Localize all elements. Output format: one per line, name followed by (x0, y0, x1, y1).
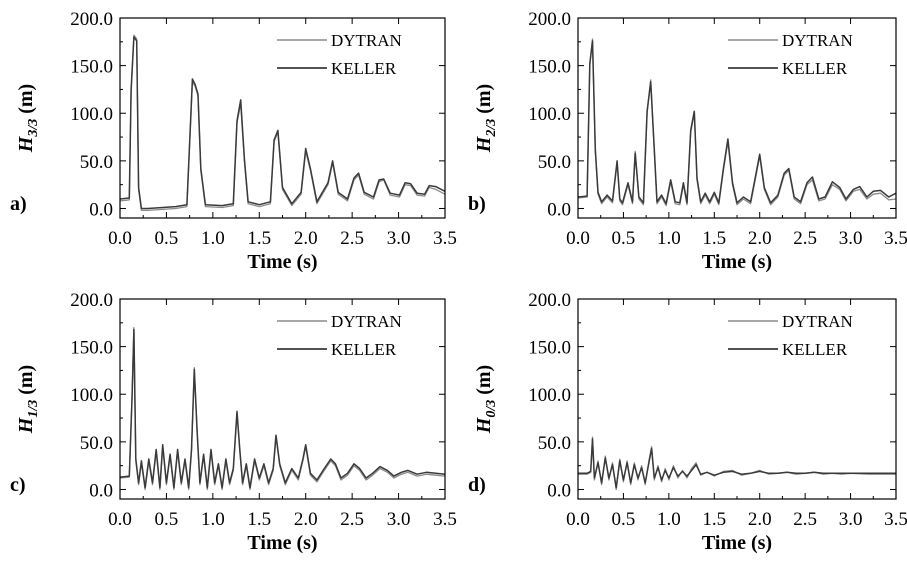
series-keller-line (578, 40, 896, 205)
y-tick-label: 200.0 (528, 290, 571, 311)
y-tick-label: 50.0 (538, 433, 571, 454)
series-keller-line (578, 438, 896, 489)
y-tick-label: 200.0 (528, 9, 571, 30)
y-tick-label: 150.0 (70, 338, 113, 359)
x-tick-label: 3.5 (884, 228, 907, 249)
x-tick-label: 1.5 (247, 509, 271, 530)
x-tick-label: 0.5 (155, 509, 179, 530)
y-axis-title: H0/3 (m) (473, 365, 499, 434)
x-tick-label: 1.0 (657, 228, 681, 249)
x-tick-label: 3.5 (433, 509, 457, 530)
panel-label: b) (468, 193, 486, 215)
legend: DYTRAN KELLER (277, 312, 402, 359)
x-axis-title: Time (s) (702, 532, 772, 554)
x-tick-label: 1.5 (247, 228, 271, 249)
y-axis-title-subscript: 0/3 (484, 400, 499, 418)
y-axis-title: H3/3 (m) (15, 84, 41, 153)
panel-label: a) (10, 193, 27, 215)
legend-label-keller: KELLER (782, 340, 848, 359)
legend-label-dytran: DYTRAN (782, 31, 853, 50)
panel-label: c) (10, 474, 26, 496)
x-tick-label: 2.5 (340, 509, 364, 530)
y-tick-label: 100.0 (70, 385, 113, 406)
legend: DYTRAN KELLER (728, 31, 853, 78)
x-tick-label: 2.5 (793, 228, 817, 249)
x-tick-label: 3.5 (884, 509, 907, 530)
x-tick-label: 0.5 (155, 228, 179, 249)
y-axis-title-unit: (m) (473, 84, 495, 119)
legend-label-keller: KELLER (331, 59, 397, 78)
x-axis-title: Time (s) (247, 532, 317, 554)
series-keller-line (120, 36, 445, 210)
series-dytran-line (578, 436, 896, 491)
legend: DYTRAN KELLER (728, 312, 853, 359)
panel-3: 0.0 0.5 1.0 1.5 2.0 2.5 3.0 3.5 0.0 50.0 100.0 150.… (10, 290, 457, 554)
y-tick-label: 100.0 (70, 104, 113, 125)
y-tick-label: 0.0 (547, 199, 571, 220)
x-tick-label: 2.5 (793, 509, 817, 530)
x-axis-title: Time (s) (702, 251, 772, 273)
y-axis-title-unit: (m) (15, 365, 37, 400)
x-tick-label: 0.0 (566, 228, 590, 249)
x-tick-label: 3.0 (839, 509, 863, 530)
x-tick-label: 3.0 (387, 509, 411, 530)
y-axis-title-subscript: 3/3 (26, 119, 41, 138)
x-tick-label: 1.5 (702, 228, 726, 249)
y-tick-label: 200.0 (70, 9, 113, 30)
x-tick-label: 3.5 (433, 228, 457, 249)
y-axis-title-main: H (473, 135, 495, 153)
y-tick-label: 50.0 (80, 433, 113, 454)
y-axis-title-unit: (m) (15, 84, 37, 119)
x-tick-label: 3.0 (839, 228, 863, 249)
x-tick-label: 1.0 (201, 228, 225, 249)
x-tick-label: 0.0 (108, 228, 132, 249)
y-tick-label: 200.0 (70, 290, 113, 311)
x-tick-label: 0.5 (612, 228, 636, 249)
x-tick-label: 0.0 (108, 509, 132, 530)
y-axis-title-subscript: 2/3 (484, 119, 499, 138)
legend-label-dytran: DYTRAN (782, 312, 853, 331)
y-tick-label: 50.0 (80, 152, 113, 173)
x-tick-label: 3.0 (387, 228, 411, 249)
y-axis-title: H2/3 (m) (473, 84, 499, 153)
x-tick-label: 2.5 (340, 228, 364, 249)
x-tick-label: 2.0 (294, 509, 318, 530)
y-axis-title-main: H (15, 135, 37, 153)
x-axis-title: Time (s) (247, 251, 317, 273)
y-axis-title: H1/3 (m) (15, 365, 41, 434)
y-axis-title-main: H (473, 416, 495, 434)
x-tick-label: 2.0 (294, 228, 318, 249)
x-tick-label: 2.0 (748, 228, 772, 249)
legend-label-dytran: DYTRAN (331, 31, 402, 50)
x-tick-label: 0.5 (612, 509, 636, 530)
y-tick-label: 0.0 (547, 480, 571, 501)
panel-2: 0.0 0.5 1.0 1.5 2.0 2.5 3.0 3.5 0.0 50.0 100.0 150.… (468, 9, 907, 273)
x-tick-label: 1.5 (702, 509, 726, 530)
y-tick-label: 0.0 (89, 199, 113, 220)
y-axis-title-subscript: 1/3 (26, 400, 41, 418)
legend-label-keller: KELLER (331, 340, 397, 359)
x-tick-label: 0.0 (566, 509, 590, 530)
y-tick-label: 150.0 (528, 57, 571, 78)
x-tick-label: 1.0 (657, 509, 681, 530)
y-tick-label: 100.0 (528, 385, 571, 406)
panel-1: 0.0 0.5 1.0 1.5 2.0 2.5 3.0 3.5 0.0 50.0 100.0 150.… (10, 9, 457, 273)
series-keller-line (120, 328, 445, 489)
y-tick-label: 0.0 (89, 480, 113, 501)
y-tick-label: 50.0 (538, 152, 571, 173)
x-tick-label: 1.0 (201, 509, 225, 530)
x-tick-label: 2.0 (748, 509, 772, 530)
legend-label-keller: KELLER (782, 59, 848, 78)
y-tick-label: 150.0 (70, 57, 113, 78)
panel-label: d) (468, 474, 486, 496)
panel-4: 0.0 0.5 1.0 1.5 2.0 2.5 3.0 3.5 0.0 50.0 100.0 150.… (468, 290, 907, 554)
y-tick-label: 100.0 (528, 104, 571, 125)
y-axis-title-main: H (15, 416, 37, 434)
legend: DYTRAN KELLER (277, 31, 402, 78)
y-tick-label: 150.0 (528, 338, 571, 359)
legend-label-dytran: DYTRAN (331, 312, 402, 331)
y-axis-title-unit: (m) (473, 365, 495, 400)
series-dytran-line (578, 38, 896, 207)
